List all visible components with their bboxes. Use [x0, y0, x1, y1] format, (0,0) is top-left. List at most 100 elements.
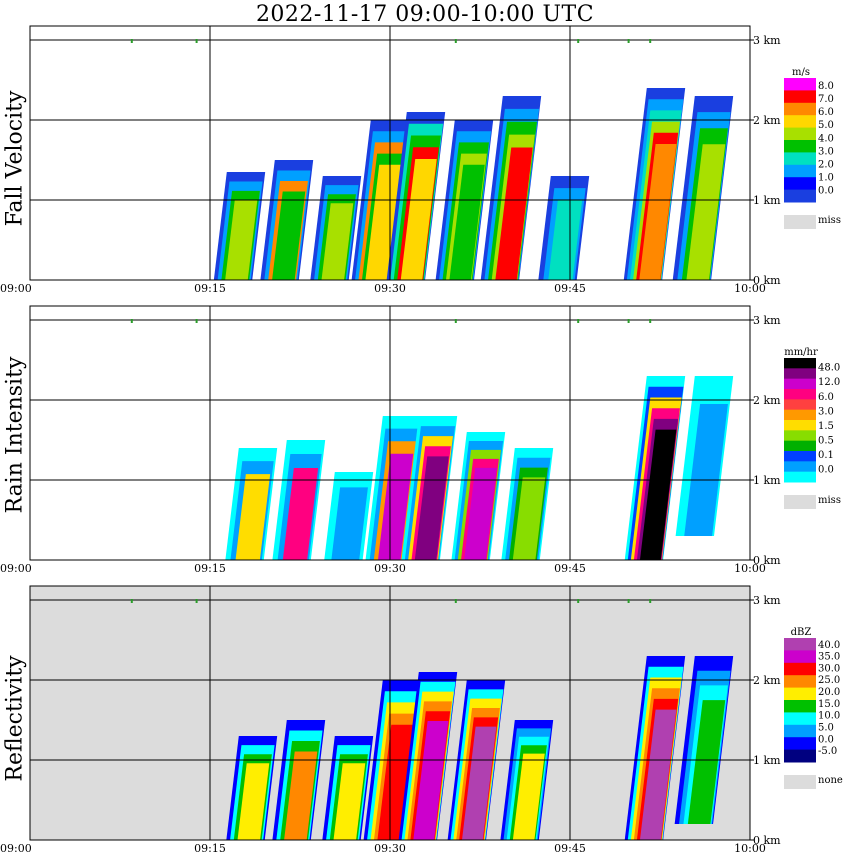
y-tick-label: 3 km: [753, 34, 781, 47]
heatmap-cell: [284, 751, 318, 840]
legend-swatch: [784, 78, 816, 91]
legend-level-label: 7.0: [818, 94, 834, 105]
legend-level-label: 25.0: [818, 675, 840, 686]
legend-level-label: 40.0: [818, 640, 840, 651]
heatmap-cell: [414, 456, 449, 560]
heatmap-cell: [225, 200, 258, 280]
y-tick-label: 3 km: [753, 594, 781, 607]
legend-swatch: [784, 451, 816, 462]
heatmap-cells: [226, 656, 734, 840]
x-tick-label: 09:15: [194, 562, 226, 575]
legend-level-label: 0.1: [818, 450, 834, 461]
top-marker: [649, 599, 652, 603]
heatmap-cells: [225, 376, 734, 560]
legend-swatch: [784, 378, 816, 390]
legend-level-label: 6.0: [818, 392, 834, 403]
y-tick-label: 2 km: [753, 114, 781, 127]
legend-swatch: [784, 127, 816, 141]
top-marker: [130, 39, 133, 43]
plot-frame: [29, 585, 751, 841]
legend-missing-swatch: [784, 495, 816, 509]
legend-level-label: 35.0: [818, 652, 840, 663]
heatmap-cell: [512, 477, 546, 560]
top-marker: [130, 599, 133, 603]
panel-reflectivity: 0 km 1 km 2 km 3 km 09:00 09:15 09:30 09:45 10:0…: [0, 585, 843, 855]
legend-level-label: 0.5: [818, 436, 834, 447]
heatmap-cell: [687, 700, 726, 824]
top-marker: [627, 319, 630, 323]
legend-level-label: 0.0: [818, 734, 834, 745]
top-marker: [454, 319, 457, 323]
legend-level-label: 1.5: [818, 421, 834, 432]
legend-swatch: [784, 409, 816, 421]
heatmap-cell: [684, 404, 728, 536]
heatmap-cell: [377, 724, 413, 840]
legend-swatch: [784, 675, 816, 689]
legend-level-label: 20.0: [818, 687, 840, 698]
legend-swatch: [784, 430, 816, 442]
legend-level-label: -5.0: [818, 746, 837, 757]
legend-swatch: [784, 389, 816, 400]
x-tick-label: 09:30: [374, 842, 406, 855]
plot-frame: [29, 305, 751, 561]
top-marker: [195, 39, 198, 43]
legend-level-label: 48.0: [818, 363, 840, 374]
legend-level-label: 1.0: [818, 172, 834, 183]
legend-level-label: 3.0: [818, 146, 834, 157]
legend-swatch: [784, 152, 816, 166]
top-marker: [454, 39, 457, 43]
x-tick-label: 09:30: [374, 562, 406, 575]
heatmap-cell: [413, 721, 449, 840]
top-marker: [195, 599, 198, 603]
x-tick-label: 10:00: [734, 562, 766, 575]
y-tick-label: 1 km: [753, 194, 781, 207]
x-tick-label: 09:45: [554, 282, 586, 295]
top-marker: [577, 39, 580, 43]
heatmap-cell: [548, 200, 583, 280]
x-tick-label: 09:45: [554, 562, 586, 575]
heatmap-cell: [462, 726, 497, 840]
x-tick-label: 09:45: [554, 842, 586, 855]
panel-rain-intensity: 0 km 1 km 2 km 3 km 09:00 09:15 09:30 09:45 10:0…: [0, 305, 841, 575]
legend-swatch: [784, 712, 816, 726]
heatmap-cell: [321, 203, 354, 280]
legend-missing-swatch: [784, 775, 816, 789]
y-tick-label: 1 km: [753, 474, 781, 487]
legend-swatch: [784, 420, 816, 431]
heatmap-cell: [639, 709, 677, 840]
heatmap-cell: [282, 468, 319, 560]
legend-swatch: [784, 662, 816, 676]
top-marker: [195, 319, 198, 323]
legend-level-label: 5.0: [818, 722, 834, 733]
x-tick-label: 10:00: [734, 842, 766, 855]
heatmap-cell: [272, 191, 306, 280]
legend-swatch: [784, 461, 816, 473]
heatmap-cell: [331, 487, 368, 560]
heatmap-cells: [213, 88, 734, 280]
legend-swatch: [784, 471, 816, 483]
heatmap-cell: [365, 164, 401, 280]
legend-level-label: 0.0: [818, 185, 834, 196]
top-marker: [649, 319, 652, 323]
legend-swatch: [784, 399, 816, 411]
legend-swatch: [784, 90, 816, 104]
heatmap-cell: [495, 147, 533, 280]
legend-level-label: 6.0: [818, 107, 834, 118]
legend-unit: mm/hr: [784, 347, 818, 358]
legend-level-label: 0.0: [818, 465, 834, 476]
x-tick-label: 09:15: [194, 842, 226, 855]
x-tick-label: 09:00: [0, 282, 32, 295]
top-marker: [577, 319, 580, 323]
x-tick-label: 09:30: [374, 282, 406, 295]
heatmap-cell: [512, 753, 545, 840]
heatmap-cell: [686, 144, 726, 280]
legend-level-label: 10.0: [818, 711, 840, 722]
y-tick-label: 3 km: [753, 314, 781, 327]
legend-swatch: [784, 687, 816, 701]
y-tick-label: 1 km: [753, 754, 781, 767]
top-marker: [130, 319, 133, 323]
top-marker: [627, 599, 630, 603]
top-marker: [454, 599, 457, 603]
